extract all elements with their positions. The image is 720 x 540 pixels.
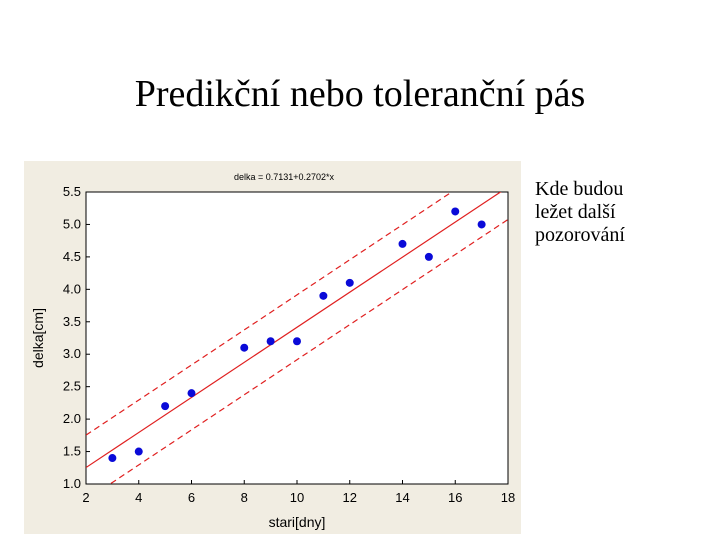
y-tick-label: 2.5 <box>63 379 81 394</box>
data-points <box>108 207 486 463</box>
chart-title: delka = 0.7131+0.2702*x <box>234 172 335 182</box>
x-tick-label: 12 <box>343 490 357 505</box>
data-point <box>319 291 328 300</box>
data-point <box>187 389 196 398</box>
x-axis-label: stari[dny] <box>269 514 326 530</box>
data-point <box>108 454 117 463</box>
data-point <box>398 239 407 248</box>
side-note-line: Kde budou <box>535 178 624 200</box>
x-tick-label: 14 <box>395 490 409 505</box>
x-tick-label: 8 <box>241 490 248 505</box>
y-tick-label: 4.0 <box>63 281 81 296</box>
data-point <box>424 252 433 261</box>
side-note-line: ležet další <box>535 201 616 223</box>
data-point <box>293 337 301 346</box>
x-tick-label: 2 <box>82 490 89 505</box>
fit-line <box>86 192 502 469</box>
data-point <box>266 337 275 346</box>
x-tick-label: 18 <box>501 490 515 505</box>
x-tick-label: 4 <box>135 490 142 505</box>
side-note-line: pozorování <box>535 224 625 246</box>
data-point <box>240 343 249 352</box>
y-tick-label: 4.5 <box>63 249 81 264</box>
upper-band-line <box>86 192 453 436</box>
slide-title: Predikční nebo toleranční pás <box>134 73 586 115</box>
data-point <box>161 402 170 411</box>
lower-band-line <box>108 218 508 484</box>
y-tick-label: 1.0 <box>63 476 81 491</box>
data-point <box>451 207 460 216</box>
y-tick-label: 1.5 <box>63 444 81 459</box>
data-point <box>345 278 354 287</box>
side-note: Kde budou ležet další pozorování <box>535 178 705 247</box>
y-tick-label: 5.5 <box>63 184 81 199</box>
y-tick-label: 2.0 <box>63 411 81 426</box>
data-point <box>477 220 486 229</box>
axis-ticks: 2 4 6 8 10 12 14 16 18 1.0 1.5 2.0 2.5 3.0 3.5 4.0 4.5 5.… <box>63 184 515 505</box>
x-tick-label: 16 <box>448 490 462 505</box>
regression-lines <box>86 192 508 484</box>
x-tick-label: 6 <box>188 490 195 505</box>
chart-panel: delka = 0.7131+0.2702*x stari[dny] delka… <box>24 161 521 534</box>
prediction-band-chart: delka = 0.7131+0.2702*x stari[dny] delka… <box>30 172 515 530</box>
data-point <box>134 447 143 456</box>
y-tick-label: 3.5 <box>63 314 81 329</box>
y-tick-label: 5.0 <box>63 216 81 231</box>
y-tick-label: 3.0 <box>63 346 81 361</box>
y-axis-label: delka[cm] <box>30 308 46 368</box>
x-tick-label: 10 <box>290 490 304 505</box>
